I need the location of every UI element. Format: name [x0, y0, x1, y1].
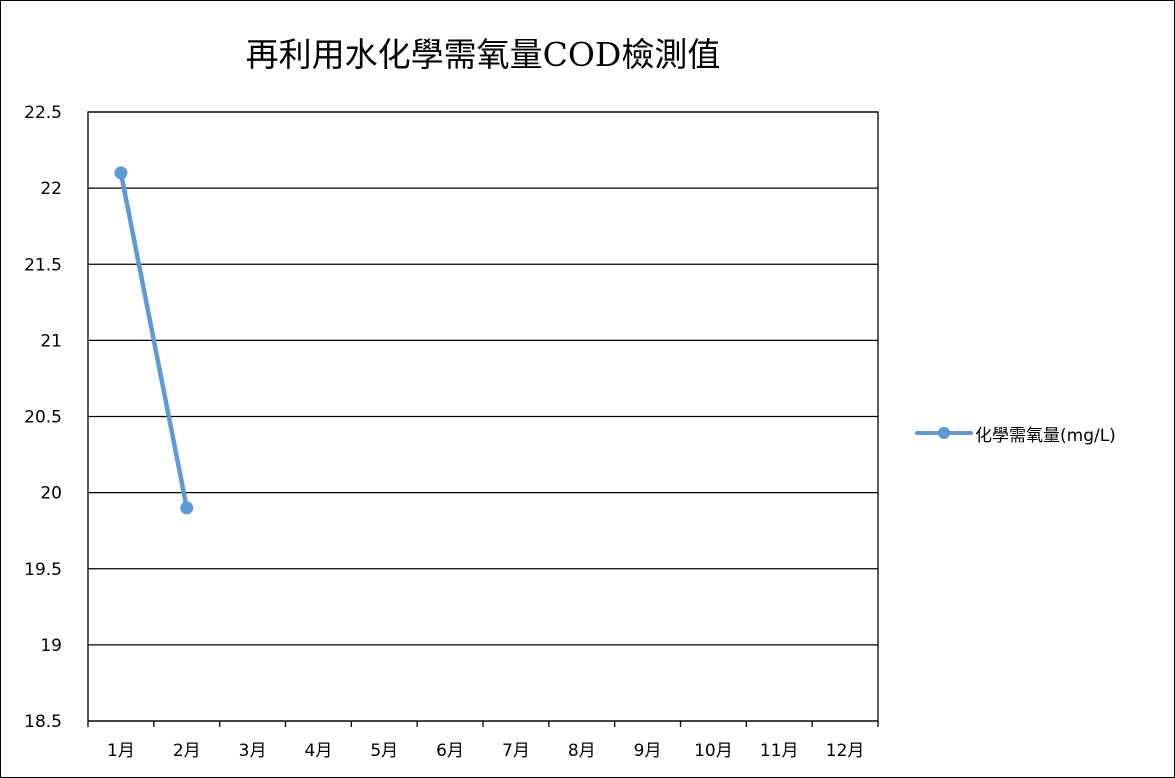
y-tick-label: 22	[40, 179, 62, 199]
axes	[87, 111, 879, 727]
x-tick-labels: 1月 2月 3月 4月 5月 6月 7月 8月 9月 10月 11月 12月	[107, 741, 864, 761]
x-tick-label: 7月	[502, 741, 530, 761]
x-tick-label: 1月	[107, 741, 135, 761]
y-tick-label: 20.5	[24, 408, 62, 428]
x-tick-label: 12月	[826, 741, 865, 761]
gridlines	[88, 111, 878, 722]
legend-swatch	[915, 427, 973, 439]
x-tick-label: 11月	[760, 741, 799, 761]
series-line	[118, 170, 189, 511]
data-point	[180, 501, 194, 515]
legend-marker	[938, 427, 950, 439]
legend-label: 化學需氧量(mg/L)	[975, 425, 1116, 446]
y-tick-label: 21.5	[24, 255, 62, 275]
x-tick-label: 6月	[436, 741, 464, 761]
x-tick-label: 9月	[634, 741, 662, 761]
x-tick-label: 8月	[568, 741, 596, 761]
y-tick-labels: 18.5 19 19.5 20 20.5 21 21.5 22 22.5	[24, 103, 62, 732]
y-tick-label: 20	[40, 484, 62, 504]
x-tick-label: 5月	[370, 741, 398, 761]
y-tick-label: 18.5	[24, 712, 62, 732]
x-tick-label: 4月	[305, 741, 333, 761]
y-tick-label: 22.5	[24, 103, 62, 123]
chart-title: 再利用水化學需氧量COD檢測值	[245, 35, 721, 74]
y-tick-label: 19.5	[24, 560, 62, 580]
legend: 化學需氧量(mg/L)	[915, 420, 1116, 446]
x-tick-label: 10月	[694, 741, 733, 761]
x-tick-label: 2月	[173, 741, 201, 761]
x-tick-label: 3月	[239, 741, 267, 761]
series-layer	[114, 166, 194, 515]
y-tick-label: 19	[40, 636, 62, 656]
data-point	[114, 166, 128, 180]
y-tick-label: 21	[40, 331, 62, 351]
